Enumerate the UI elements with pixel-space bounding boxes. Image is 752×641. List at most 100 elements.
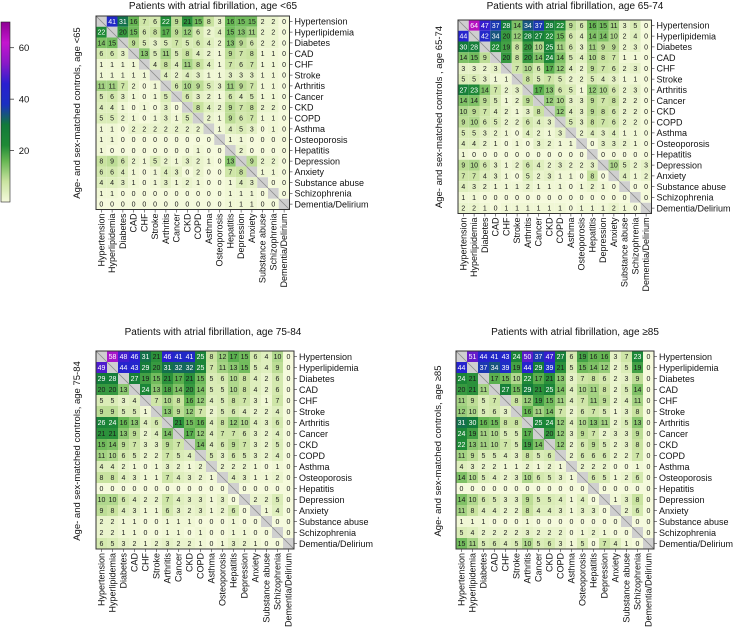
cell-value: 0 — [261, 202, 265, 209]
cell-value: 8 — [243, 387, 247, 394]
cell-value: 9 — [471, 453, 475, 460]
cell-value: 0 — [482, 486, 486, 493]
cell-value: 1 — [504, 77, 508, 84]
cell-value: 0 — [261, 126, 265, 133]
cell-value: 2 — [265, 453, 269, 460]
heatmap-cell — [171, 198, 182, 210]
heatmap-cell — [554, 52, 566, 63]
heatmap-cell — [479, 202, 491, 214]
heatmap-cell — [479, 170, 491, 182]
cell-value: 13 — [153, 387, 161, 394]
cell-value: 5 — [460, 530, 464, 537]
cell-value: 3 — [185, 159, 189, 166]
cell-value: 5 — [461, 130, 465, 137]
cell-value: 0 — [282, 169, 286, 176]
heatmap-cell — [217, 505, 228, 516]
heatmap-cell — [533, 472, 544, 483]
heatmap-cell — [610, 428, 621, 439]
heatmap-cell — [597, 95, 609, 106]
diagonal-line — [477, 372, 490, 385]
cell-value: 2 — [271, 40, 275, 47]
row-label: CHF — [659, 396, 678, 406]
heatmap-cell — [621, 538, 632, 549]
col-label: Substance abuse — [620, 218, 630, 288]
heatmap-cell — [225, 69, 236, 81]
heatmap-cell — [522, 351, 533, 362]
heatmap-cell — [217, 439, 228, 450]
cell-value: 13 — [634, 420, 642, 427]
heatmap-cell — [149, 188, 161, 199]
cell-value: 0 — [644, 98, 648, 105]
cell-value: 5 — [537, 541, 541, 548]
cell-value: 0 — [515, 195, 519, 202]
heatmap-cell — [118, 417, 129, 428]
diagonal-line — [565, 127, 577, 139]
col-label: Hyperlipidemia — [469, 218, 479, 278]
cell-value: 0 — [207, 137, 211, 144]
heatmap-cell — [278, 155, 290, 167]
heatmap-cell — [619, 202, 630, 214]
heatmap-cell — [456, 527, 467, 538]
cell-value: 0 — [548, 486, 552, 493]
heatmap-cell — [139, 48, 150, 59]
cell-value: 1 — [570, 541, 574, 548]
cell-value: 3 — [633, 87, 637, 94]
cell-value: 6 — [232, 508, 236, 515]
heatmap-cell — [235, 37, 247, 49]
heatmap-cell — [235, 80, 247, 92]
heatmap-cell — [106, 69, 118, 81]
cell-value: 10 — [470, 120, 478, 127]
heatmap-cell — [456, 483, 467, 494]
cell-value: 1 — [504, 163, 508, 170]
cell-value: 0 — [175, 202, 179, 209]
cell-value: 8 — [232, 398, 236, 405]
heatmap-cell — [511, 439, 522, 450]
heatmap-cell — [173, 417, 184, 428]
cell-value: 0 — [581, 519, 585, 526]
cell-value: 0 — [644, 141, 648, 148]
cell-value: 2 — [261, 30, 265, 37]
cell-value: 1 — [494, 141, 498, 148]
cell-value: 1 — [254, 464, 258, 471]
heatmap-cell — [478, 351, 489, 362]
col-label: Hyperlipidemia — [468, 553, 478, 613]
heatmap-cell — [217, 373, 228, 384]
heatmap-cell — [490, 30, 501, 42]
cell-value: 5 — [221, 387, 225, 394]
heatmap-cell — [261, 450, 272, 461]
cell-value: 6 — [276, 387, 280, 394]
heatmap-cell — [511, 538, 522, 549]
cell-value: 12 — [557, 442, 565, 449]
heatmap-cell — [565, 41, 577, 53]
cell-value: 0 — [504, 152, 508, 159]
cell-value: 0 — [493, 519, 497, 526]
cell-value: 0 — [207, 191, 211, 198]
heatmap-cell — [184, 461, 195, 472]
heatmap-cell — [588, 384, 599, 395]
heatmap-cell — [554, 106, 566, 117]
cell-value: 1 — [228, 202, 232, 209]
heatmap-cell — [468, 159, 480, 171]
row-label: Diabetes — [659, 374, 695, 384]
heatmap-cell — [106, 102, 118, 113]
cell-value: 21 — [557, 365, 565, 372]
heatmap-cell — [522, 428, 533, 439]
cell-value: 0 — [569, 206, 573, 213]
cell-value: 6 — [592, 453, 596, 460]
cell-value: 7 — [581, 376, 585, 383]
heatmap-cell — [522, 170, 534, 182]
row-label: CKD — [295, 103, 315, 113]
heatmap-cell — [235, 188, 247, 199]
cell-value: 3 — [254, 453, 258, 460]
heatmap-cell — [217, 483, 228, 494]
cell-value: 13 — [164, 409, 172, 416]
cell-value: 11 — [590, 387, 597, 394]
cell-value: 9 — [250, 159, 254, 166]
heatmap-cell — [632, 494, 643, 505]
heatmap-cell — [458, 127, 469, 139]
cell-value: 5 — [603, 442, 607, 449]
heatmap-cell — [129, 417, 140, 428]
cell-value: 2 — [548, 464, 552, 471]
heatmap-cell — [192, 155, 204, 167]
cell-value: 5 — [569, 87, 573, 94]
